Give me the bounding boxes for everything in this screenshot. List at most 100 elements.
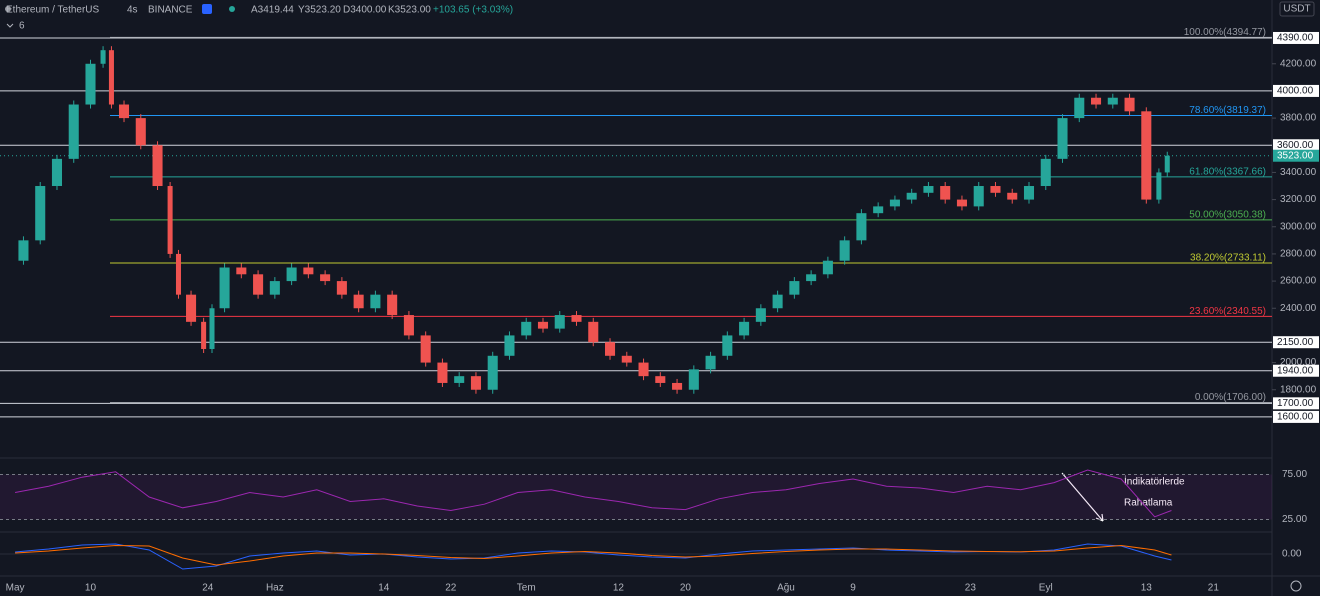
- candle-body: [186, 294, 197, 322]
- candle-body: [336, 281, 347, 295]
- symbol-title[interactable]: Ethereum / TetherUS: [6, 5, 100, 16]
- level-label-box: [1273, 397, 1319, 410]
- level-label: 1940.00: [1277, 365, 1314, 376]
- candle-body: [688, 369, 699, 390]
- candle-body: [387, 294, 398, 316]
- candle-body: [990, 186, 1001, 193]
- currency[interactable]: USDT: [1283, 4, 1310, 15]
- candle-body: [236, 267, 247, 275]
- y-tick-label: 3800.00: [1280, 113, 1317, 124]
- candle-body: [253, 274, 264, 295]
- candle-body: [470, 376, 481, 390]
- candle-body: [370, 294, 381, 309]
- candle-body: [85, 63, 96, 105]
- candle-body: [403, 315, 414, 336]
- candle-body: [755, 308, 766, 322]
- candle-body: [1023, 186, 1035, 200]
- candle-body: [1007, 192, 1018, 200]
- level-label-box: [1273, 139, 1319, 152]
- interval[interactable]: 4s: [127, 5, 138, 16]
- candle-body: [1074, 97, 1085, 119]
- x-tick-label: 24: [202, 583, 214, 594]
- ohlc-high: Y3523.20: [298, 5, 341, 16]
- x-tick-label: 21: [1208, 583, 1220, 594]
- level-label: 4000.00: [1277, 86, 1314, 97]
- candle-body: [554, 315, 565, 329]
- candle-body: [638, 362, 649, 377]
- exchange[interactable]: BINANCE: [148, 5, 193, 16]
- settings-icon[interactable]: [1290, 580, 1302, 592]
- level-label: 1600.00: [1277, 412, 1314, 423]
- candle-body: [521, 321, 532, 336]
- fib-label: 100.00%(4394.77): [1184, 27, 1266, 38]
- annotation-arrow: [1061, 472, 1104, 522]
- candle-body: [621, 355, 632, 363]
- ohlc-close: K3523.00: [388, 5, 431, 16]
- y-tick-label: 2600.00: [1280, 276, 1317, 287]
- ohlc-open: A3419.44: [251, 5, 294, 16]
- candle-body: [672, 382, 683, 390]
- candle-body: [201, 321, 207, 349]
- annotation: Rahatlama: [1124, 498, 1173, 509]
- rsi-tick-label: 25.00: [1282, 514, 1307, 525]
- status-dot: [229, 6, 235, 12]
- x-tick-label: 20: [680, 583, 692, 594]
- candle-body: [108, 50, 114, 105]
- candle-body: [604, 342, 616, 356]
- indicator-count[interactable]: 6: [19, 21, 25, 32]
- candle-body: [487, 355, 498, 390]
- flag-icon[interactable]: [202, 4, 212, 14]
- candle-body: [571, 315, 582, 322]
- candle-body: [209, 308, 215, 349]
- y-tick-label: 2800.00: [1280, 249, 1317, 260]
- candle-body: [68, 104, 79, 159]
- level-label-box: [1273, 410, 1319, 423]
- candle-body: [219, 267, 230, 309]
- x-tick-label: Eyl: [1039, 583, 1053, 594]
- candle-body: [100, 50, 106, 64]
- x-tick-label: 23: [965, 583, 977, 594]
- candle-body: [655, 376, 666, 383]
- candle-body: [1156, 172, 1162, 200]
- candle-body: [35, 186, 46, 241]
- candle-body: [739, 321, 750, 336]
- candle-body: [1091, 97, 1102, 105]
- rsi-line: [14, 469, 1172, 518]
- level-label-box: [1273, 364, 1319, 377]
- candle-body: [889, 199, 900, 207]
- last-price-box: [1273, 149, 1319, 162]
- level-label-box: [1273, 336, 1319, 349]
- candle-body: [856, 213, 867, 241]
- x-tick-label: 14: [378, 583, 390, 594]
- candle-body: [705, 355, 716, 370]
- candle-body: [1040, 158, 1051, 187]
- currency-button[interactable]: [1279, 1, 1315, 17]
- candle-body: [1164, 155, 1170, 173]
- candle-body: [873, 206, 884, 214]
- candle-body: [353, 294, 364, 309]
- fib-label: 50.00%(3050.38): [1189, 210, 1266, 221]
- candle-body: [167, 186, 173, 254]
- candle-body: [973, 186, 984, 207]
- candle-body: [286, 267, 297, 282]
- x-tick-label: 9: [850, 583, 856, 594]
- rsi-tick-label: 75.00: [1282, 469, 1307, 480]
- x-tick-label: Haz: [266, 583, 284, 594]
- y-tick-label: 3200.00: [1280, 194, 1317, 205]
- candle-body: [906, 192, 917, 200]
- candle-body: [1057, 118, 1068, 159]
- level-label: 2150.00: [1277, 337, 1314, 348]
- candle-body: [437, 362, 448, 383]
- candle-body: [1141, 111, 1152, 200]
- collapse-icon[interactable]: [6, 23, 14, 28]
- candle-body: [822, 260, 833, 275]
- y-tick-label: 3000.00: [1280, 221, 1317, 232]
- level-label: 4390.00: [1277, 33, 1314, 44]
- candle-body: [1124, 97, 1135, 112]
- level-label: 1700.00: [1277, 398, 1314, 409]
- level-label-box: [1273, 31, 1319, 44]
- candle-body: [537, 321, 549, 329]
- candle-body: [956, 199, 967, 207]
